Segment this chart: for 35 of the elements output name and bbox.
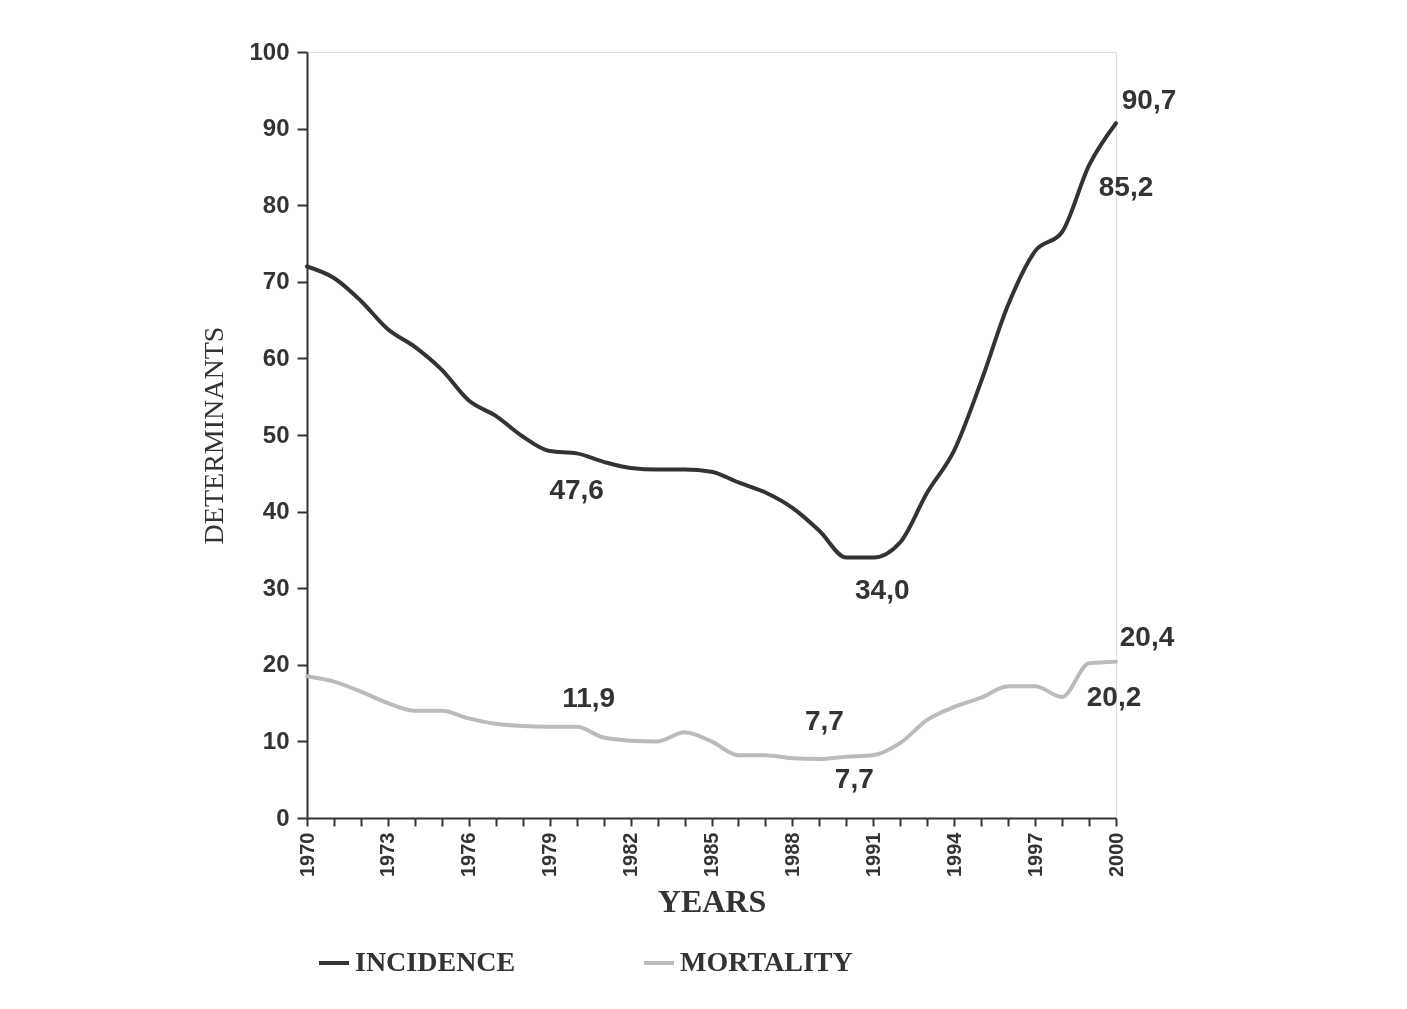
y-axis-title: DETERMINANTS [198,326,230,545]
annotation: 34,0 [855,573,910,605]
legend-label: MORTALITY [680,946,853,977]
y-tick-label: 60 [262,343,290,371]
annotation: 11,9 [562,681,616,713]
y-tick-label: 90 [262,114,290,142]
x-tick-label: 1988 [780,832,803,877]
x-tick-label: 1976 [457,832,480,877]
x-tick-label: 1979 [538,832,561,877]
legend-label: INCIDENCE [355,946,516,977]
x-tick-label: 1970 [295,832,318,877]
x-tick-label: 1982 [619,832,642,877]
y-tick-label: 10 [262,726,290,754]
y-tick-label: 40 [262,497,290,525]
annotation: 20,2 [1086,681,1142,713]
y-tick-label: 70 [262,267,290,295]
y-tick-label: 0 [276,803,290,831]
y-tick-label: 80 [262,190,290,218]
x-axis-title: YEARS [657,882,767,919]
annotation: 7,7 [834,763,874,795]
y-tick-label: 50 [262,420,290,448]
annotation: 7,7 [804,705,844,737]
annotation: 85,2 [1098,171,1154,203]
y-tick-label: 20 [262,650,290,678]
x-tick-label: 1973 [376,832,399,877]
x-tick-label: 1994 [942,831,965,877]
annotation: 90,7 [1121,84,1177,116]
x-tick-label: 1997 [1023,832,1046,877]
y-tick-label: 30 [262,573,290,601]
annotation: 47,6 [549,474,604,506]
x-tick-label: 2000 [1104,832,1127,877]
x-tick-label: 1985 [700,832,722,877]
y-tick-label: 100 [249,37,290,65]
x-tick-label: 1991 [861,832,884,877]
annotation: 20,4 [1119,620,1175,652]
